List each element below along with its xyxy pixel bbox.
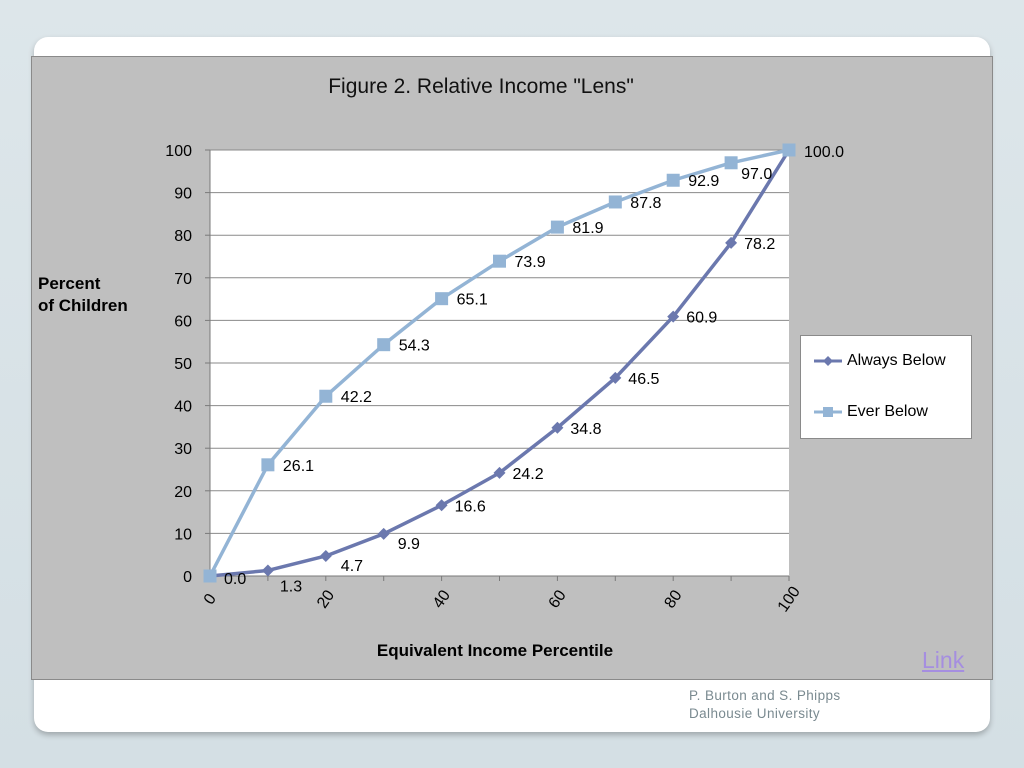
y-tick-label: 70 <box>174 271 192 288</box>
credit-block: P. Burton and S. Phipps Dalhousie Univer… <box>689 687 841 723</box>
data-label-always-below: 16.6 <box>455 498 486 515</box>
y-tick-label: 30 <box>174 441 192 458</box>
legend-item-always-below: Always Below <box>813 352 946 370</box>
data-label-ever-below: 92.9 <box>688 173 719 190</box>
legend-label-always-below: Always Below <box>847 352 946 369</box>
x-tick-label: 20 <box>314 587 338 611</box>
data-point-always-below <box>609 371 622 384</box>
data-label-ever-below: 65.1 <box>457 292 488 309</box>
data-label-ever-below: 26.1 <box>283 458 314 475</box>
y-tick-label: 100 <box>165 143 192 160</box>
data-label-always-below: 46.5 <box>628 371 659 388</box>
y-tick-label: 10 <box>174 526 192 543</box>
data-label-ever-below: 81.9 <box>572 220 603 237</box>
data-label-always-below: 4.7 <box>341 558 363 575</box>
data-point-ever-below <box>724 156 738 170</box>
data-point-ever-below <box>377 338 391 352</box>
data-point-always-below <box>261 564 274 577</box>
y-tick-label: 60 <box>174 313 192 330</box>
y-tick-label: 90 <box>174 186 192 203</box>
data-label-ever-below: 73.9 <box>515 254 546 271</box>
data-point-always-below <box>725 236 738 249</box>
data-label-ever-below: 42.2 <box>341 389 372 406</box>
data-label-always-below: 78.2 <box>744 236 775 253</box>
data-label-ever-below: 0.0 <box>224 571 246 588</box>
x-tick-label: 60 <box>546 587 570 611</box>
data-point-ever-below <box>550 220 564 234</box>
y-tick-label: 0 <box>183 569 192 586</box>
x-axis-label: Equivalent Income Percentile <box>376 641 614 660</box>
x-tick-label: 100 <box>775 584 804 616</box>
data-point-ever-below <box>435 292 449 306</box>
data-point-ever-below <box>319 389 333 403</box>
data-point-ever-below <box>203 569 217 583</box>
data-label-always-below: 9.9 <box>398 536 420 553</box>
data-point-ever-below <box>608 195 622 209</box>
data-point-ever-below <box>261 458 275 472</box>
data-point-always-below <box>667 310 680 323</box>
legend-item-ever-below: Ever Below <box>813 403 928 421</box>
chart-legend: Always Below Ever Below <box>800 335 972 439</box>
y-axis-label: Percent of Children <box>38 273 168 317</box>
legend-label-ever-below: Ever Below <box>847 403 928 420</box>
data-label-always-below: 34.8 <box>570 421 601 438</box>
data-point-always-below <box>319 549 332 562</box>
data-point-ever-below <box>782 143 796 157</box>
legend-square-marker-icon <box>814 407 842 417</box>
x-tick-label: 40 <box>430 587 454 611</box>
credit-affiliation: Dalhousie University <box>689 706 821 721</box>
data-point-always-below <box>377 527 390 540</box>
y-axis-label-line-2: of Children <box>38 296 128 315</box>
data-point-ever-below <box>666 173 680 187</box>
y-tick-label: 80 <box>174 228 192 245</box>
data-label-always-below: 60.9 <box>686 310 717 327</box>
data-label-ever-below: 97.0 <box>741 166 772 183</box>
data-point-always-below <box>551 421 564 434</box>
data-label-always-below: 24.2 <box>513 466 544 483</box>
y-tick-label: 40 <box>174 399 192 416</box>
x-tick-label: 0 <box>201 591 220 608</box>
y-tick-label: 50 <box>174 356 192 373</box>
chart-title: Figure 2. Relative Income "Lens" <box>328 75 634 98</box>
data-label-ever-below: 87.8 <box>630 195 661 212</box>
data-label-always-below: 1.3 <box>280 578 302 595</box>
y-axis-label-line-1: Percent <box>38 274 101 293</box>
data-label-ever-below: 54.3 <box>399 338 430 355</box>
data-point-always-below <box>493 466 506 479</box>
data-label-ever-below: 100.0 <box>804 144 844 161</box>
legend-diamond-marker-icon <box>814 356 842 366</box>
data-point-always-below <box>435 499 448 512</box>
credit-author: P. Burton and S. Phipps <box>689 688 841 703</box>
link[interactable]: Link <box>922 647 965 673</box>
y-tick-label: 20 <box>174 484 192 501</box>
data-point-ever-below <box>493 254 506 268</box>
x-tick-label: 80 <box>661 587 685 611</box>
